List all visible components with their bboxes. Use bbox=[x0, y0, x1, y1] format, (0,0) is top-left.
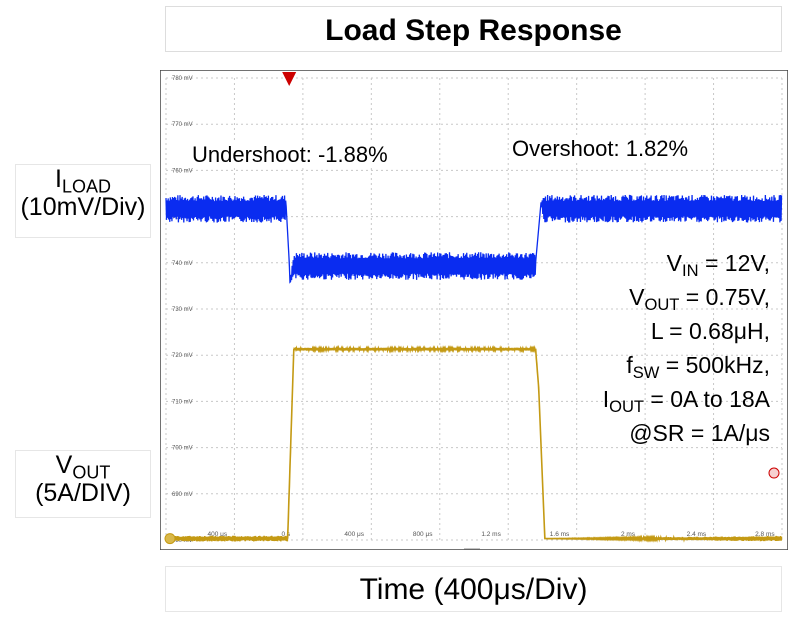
iload-trace bbox=[165, 344, 783, 543]
trigger-level-marker bbox=[768, 467, 780, 479]
y-tick-label: 740 mV bbox=[172, 261, 193, 267]
iload-label: ILOAD bbox=[55, 165, 111, 197]
x-tick-labels: 400 μs 0 s 400 μs 800 μs 1.2 ms 1.6 ms 2 ms 2.4… bbox=[208, 531, 776, 538]
iload-scale: (10mV/Div) bbox=[20, 193, 146, 221]
x-tick-label: 800 μs bbox=[413, 531, 433, 538]
trigger-marker bbox=[282, 72, 297, 86]
chart-title: Load Step Response bbox=[325, 14, 622, 47]
xlabel-box: Time (400μs/Div) bbox=[165, 566, 782, 612]
vout-label: VOUT bbox=[55, 451, 111, 483]
y-tick-label: 700 mV bbox=[172, 446, 193, 452]
y-tick-label: 720 mV bbox=[172, 353, 193, 359]
iload-label-box: ILOAD (10mV/Div) bbox=[15, 164, 151, 238]
param-line: VOUT = 0.75V, bbox=[629, 284, 770, 314]
x-tick-label: 2 ms bbox=[621, 531, 636, 538]
x-tick-label: 1.2 ms bbox=[481, 531, 501, 538]
y-tick-label: 730 mV bbox=[172, 307, 193, 313]
x-tick-label: 400 μs bbox=[344, 531, 364, 538]
channel-ground-marker bbox=[164, 533, 176, 545]
title-box: Load Step Response bbox=[165, 6, 782, 52]
x-tick-label: 1.6 ms bbox=[550, 531, 570, 538]
undershoot-annotation: Undershoot: -1.88% bbox=[192, 142, 388, 168]
param-line: @SR = 1A/μs bbox=[629, 420, 770, 446]
param-line: L = 0.68μH, bbox=[650, 318, 770, 344]
test-conditions: VIN = 12V, VOUT = 0.75V, L = 0.68μH, fSW = … bbox=[603, 246, 770, 450]
y-tick-label: 780 mV bbox=[172, 76, 193, 82]
y-tick-label: 770 mV bbox=[172, 122, 193, 128]
x-tick-label: 0 s bbox=[281, 531, 290, 538]
overshoot-annotation: Overshoot: 1.82% bbox=[512, 136, 689, 162]
vout-scale: (5A/DIV) bbox=[35, 479, 131, 507]
x-tick-label: 2.8 ms bbox=[755, 531, 775, 538]
markers bbox=[164, 72, 780, 550]
param-line: fSW = 500kHz, bbox=[626, 352, 770, 382]
y-tick-label: 710 mV bbox=[172, 399, 193, 405]
y-tick-label: 760 mV bbox=[172, 168, 193, 174]
vout-label-box: VOUT (5A/DIV) bbox=[15, 450, 151, 518]
param-line: VIN = 12V, bbox=[666, 250, 770, 280]
traces bbox=[165, 194, 783, 543]
x-axis-label: Time (400μs/Div) bbox=[359, 573, 588, 606]
y-tick-label: 690 mV bbox=[172, 492, 193, 498]
param-line: IOUT = 0A to 18A bbox=[602, 386, 770, 416]
vout-trace bbox=[165, 194, 783, 284]
x-tick-label: 2.4 ms bbox=[687, 531, 707, 538]
x-tick-label: 400 μs bbox=[208, 531, 228, 538]
